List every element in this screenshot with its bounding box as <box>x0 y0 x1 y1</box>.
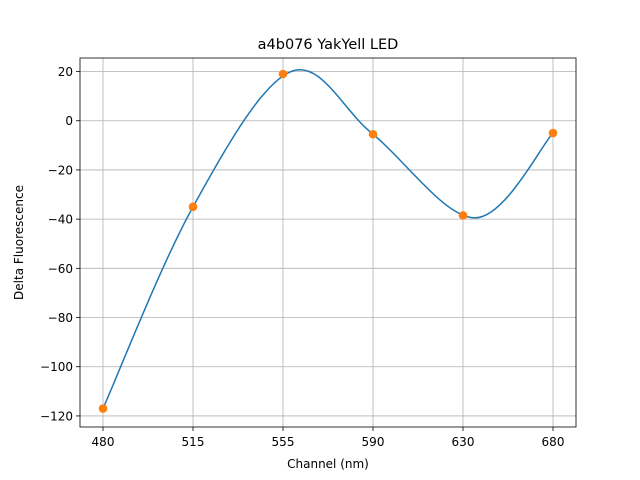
data-point <box>278 69 288 79</box>
x-axis-label: Channel (nm) <box>287 457 369 471</box>
y-tick-label: −20 <box>48 163 73 177</box>
y-tick-label: −100 <box>40 360 73 374</box>
grid-lines <box>80 58 576 427</box>
data-point <box>188 202 198 212</box>
chart-title: a4b076 YakYell LED <box>258 37 399 53</box>
data-points <box>98 69 558 413</box>
y-tick-label: −120 <box>40 409 73 423</box>
data-point <box>548 128 558 138</box>
x-tick-label: 630 <box>452 435 475 449</box>
y-tick-label: −40 <box>48 213 73 227</box>
y-tick-label: −60 <box>48 262 73 276</box>
y-tick-label: −80 <box>48 311 73 325</box>
x-tick-label: 480 <box>92 435 115 449</box>
data-point <box>98 404 108 413</box>
x-tick-label: 555 <box>272 435 295 449</box>
y-axis-label: Delta Fluorescence <box>12 185 26 300</box>
series-curve <box>102 69 554 409</box>
plot-frame <box>79 57 577 428</box>
x-tick-label: 515 <box>182 435 205 449</box>
data-point <box>368 129 378 139</box>
x-axis-ticks: 480 515 555 590 630 680 <box>92 427 565 449</box>
data-point <box>458 211 468 220</box>
x-tick-label: 680 <box>542 435 565 449</box>
y-axis-ticks: −120 −100 −80 −60 −40 −20 0 20 <box>40 65 80 423</box>
y-tick-label: 20 <box>58 65 73 79</box>
x-tick-label: 590 <box>362 435 385 449</box>
y-tick-label: 0 <box>65 114 73 128</box>
